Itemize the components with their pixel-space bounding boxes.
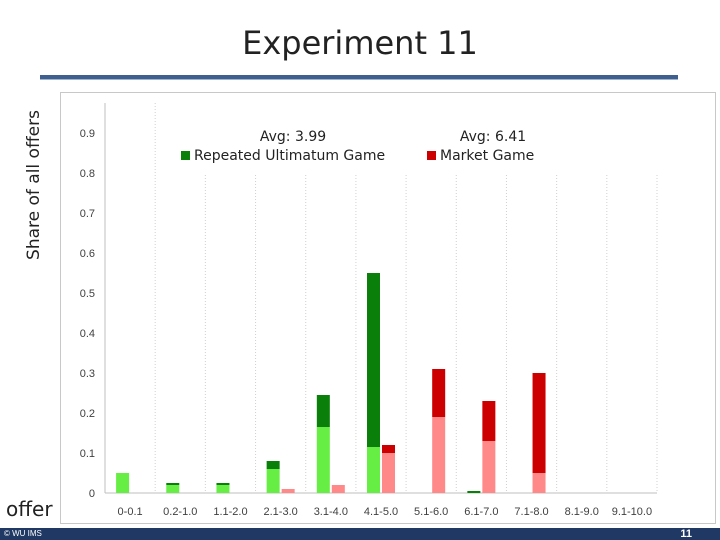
bar-lower-ultimatum xyxy=(166,485,180,493)
bar-upper-market xyxy=(482,401,496,441)
y-tick-label: 0.2 xyxy=(80,408,95,420)
bar-upper-ultimatum xyxy=(216,483,230,485)
bar-lower-market xyxy=(432,417,446,493)
x-tick-label: 0-0.1 xyxy=(118,506,143,518)
x-tick-label: 0.2-1.0 xyxy=(163,506,197,518)
bar-upper-market xyxy=(532,373,546,473)
bar-lower-ultimatum xyxy=(367,447,380,493)
title-divider xyxy=(40,75,678,80)
bar-upper-market xyxy=(382,445,395,453)
y-tick-label: 0.7 xyxy=(80,208,95,220)
legend-box xyxy=(158,99,658,175)
bar-lower-market xyxy=(532,473,546,493)
x-tick-label: 7.1-8.0 xyxy=(514,506,548,518)
legend-series-label: Market Game xyxy=(440,148,534,164)
y-tick-label: 0.4 xyxy=(80,328,95,340)
x-tick-label: 2.1-3.0 xyxy=(264,506,298,518)
legend-average-label: Avg: 6.41 xyxy=(460,129,526,145)
bar-upper-ultimatum xyxy=(467,491,481,493)
y-axis-label: Share of all offers xyxy=(24,110,44,260)
footer-copyright: © WU IMS xyxy=(4,529,42,538)
bar-lower-ultimatum xyxy=(116,473,130,493)
y-tick-label: 0.3 xyxy=(80,368,95,380)
page-number: 11 xyxy=(680,528,692,540)
x-tick-label: 6.1-7.0 xyxy=(464,506,498,518)
y-tick-label: 0 xyxy=(89,488,95,500)
y-tick-label: 0.9 xyxy=(80,128,95,140)
y-tick-label: 0.5 xyxy=(80,288,95,300)
bar-upper-ultimatum xyxy=(316,395,330,427)
bar-upper-ultimatum xyxy=(166,483,180,485)
bar-upper-market xyxy=(432,369,446,417)
legend-average-label: Avg: 3.99 xyxy=(260,129,326,145)
x-tick-label: 8.1-9.0 xyxy=(565,506,599,518)
x-tick-label: 9.1-10.0 xyxy=(612,506,652,518)
y-tick-label: 0.8 xyxy=(80,168,95,180)
bar-lower-ultimatum xyxy=(216,485,230,493)
legend-swatch xyxy=(427,151,436,160)
y-tick-label: 0.6 xyxy=(80,248,95,260)
x-tick-label: 1.1-2.0 xyxy=(213,506,247,518)
footer-bar: © WU IMS 11 xyxy=(0,528,720,540)
y-tick-label: 0.1 xyxy=(80,448,95,460)
y-axis-label-container: Share of all offers xyxy=(14,90,54,280)
bar-upper-ultimatum xyxy=(266,461,280,469)
bar-lower-ultimatum xyxy=(316,427,330,493)
x-tick-label: 5.1-6.0 xyxy=(414,506,448,518)
bar-upper-ultimatum xyxy=(367,273,380,447)
bar-chart: 0 0.1 0.2 0.3 0.4 0.5 0.6 0.7 0.8 0.9 0-0.1 0.2-1.0… xyxy=(80,99,658,518)
legend-swatch xyxy=(181,151,190,160)
chart-frame: 0 0.1 0.2 0.3 0.4 0.5 0.6 0.7 0.8 0.9 0-0.1 0.2-1.0… xyxy=(60,92,716,524)
bar-lower-ultimatum xyxy=(266,469,280,493)
legend-series-label: Repeated Ultimatum Game xyxy=(194,148,385,164)
x-tick-label: 3.1-4.0 xyxy=(314,506,348,518)
slide-title: Experiment 11 xyxy=(242,24,478,62)
x-tick-label: 4.1-5.0 xyxy=(364,506,398,518)
bar-lower-market xyxy=(281,489,295,493)
bar-lower-market xyxy=(382,453,395,493)
x-axis-label: offer xyxy=(6,497,53,521)
bar-lower-market xyxy=(482,441,496,493)
bar-lower-market xyxy=(331,485,345,493)
